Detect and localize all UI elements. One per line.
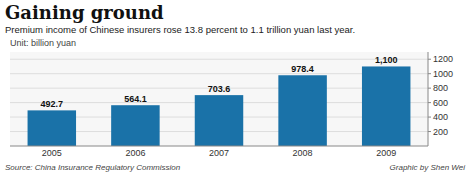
data-label: 564.1 xyxy=(124,94,147,104)
tick-label: 2009 xyxy=(376,148,396,158)
grid-line xyxy=(10,59,428,60)
tick-label: 2008 xyxy=(293,148,313,158)
plot-background xyxy=(10,52,428,146)
tick-label: 200 xyxy=(433,127,448,137)
tick-label: 2005 xyxy=(42,148,62,158)
tick-label: 1000 xyxy=(433,69,453,79)
bar xyxy=(278,75,326,146)
bars xyxy=(28,66,411,146)
y-axis-line xyxy=(428,52,429,146)
chart-svg: Gaining groundPremium income of Chinese … xyxy=(0,0,470,173)
data-label: 492.7 xyxy=(41,99,64,109)
axis-label: Unit: billion yuan xyxy=(10,38,76,48)
annotation: Source: China Insurance Regulatory Commi… xyxy=(5,163,181,172)
tick-label: 2007 xyxy=(209,148,229,158)
bar xyxy=(195,95,243,146)
annotation: Graphic by Shen Wei xyxy=(390,163,466,172)
chart-container: Gaining groundPremium income of Chinese … xyxy=(0,0,470,173)
tick-label: 400 xyxy=(433,112,448,122)
subtitle: Premium income of Chinese insurers rose … xyxy=(5,24,355,35)
tick-label: 800 xyxy=(433,83,448,93)
bar xyxy=(111,105,159,146)
data-label: 1,100 xyxy=(375,55,398,65)
tick-label: 2006 xyxy=(125,148,145,158)
x-axis-line xyxy=(10,146,428,147)
data-label: 703.6 xyxy=(208,84,231,94)
data-label: 978.4 xyxy=(291,64,314,74)
tick-label: 600 xyxy=(433,98,448,108)
bar xyxy=(362,66,410,146)
bar xyxy=(28,110,76,146)
tick-label: 1200 xyxy=(433,54,453,64)
title: Gaining ground xyxy=(5,2,164,23)
